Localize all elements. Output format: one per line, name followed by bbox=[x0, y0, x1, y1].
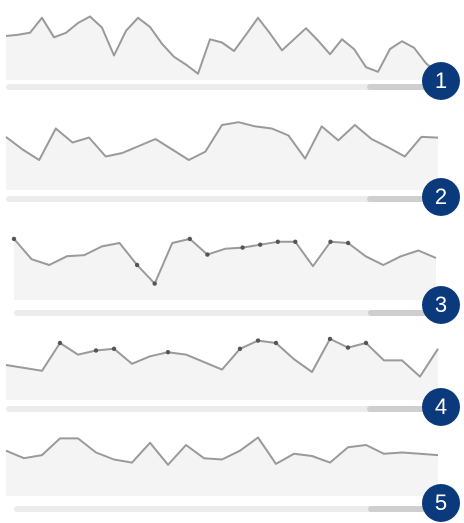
range-slider-window-3[interactable] bbox=[368, 310, 436, 316]
range-slider-track-5[interactable] bbox=[14, 506, 436, 512]
sparkline-point-marker bbox=[165, 350, 171, 355]
range-slider-track-3[interactable] bbox=[14, 310, 436, 316]
sparkline-area-2 bbox=[6, 122, 438, 190]
sparkline-point-marker bbox=[345, 345, 351, 350]
sparkline-point-marker bbox=[205, 252, 210, 257]
sparkline-point-marker bbox=[187, 236, 192, 242]
sparkline-point-marker bbox=[273, 340, 279, 346]
chart-number-badge-1: 1 bbox=[422, 62, 460, 100]
range-slider-window-4[interactable] bbox=[367, 406, 436, 412]
chart-number-badge-5: 5 bbox=[422, 484, 460, 522]
sparkline-chart-2 bbox=[5, 121, 439, 190]
chart-number-badge-2: 2 bbox=[422, 178, 460, 216]
range-slider-window-5[interactable] bbox=[368, 506, 436, 512]
sparkline-point-marker bbox=[152, 281, 157, 286]
range-slider-window-2[interactable] bbox=[367, 196, 436, 202]
sparkline-area-3 bbox=[14, 238, 436, 300]
chart-number-badge-3: 3 bbox=[422, 286, 460, 324]
sparkline-line-5 bbox=[5, 436, 439, 466]
sparkline-point-marker bbox=[11, 236, 17, 242]
sparkline-point-marker bbox=[258, 242, 263, 247]
chart-number-badge-4: 4 bbox=[422, 388, 460, 426]
sparkline-point-marker bbox=[328, 239, 333, 244]
sparkline-point-marker bbox=[255, 338, 261, 343]
range-slider-track-1[interactable] bbox=[6, 84, 436, 90]
range-slider-track-4[interactable] bbox=[6, 406, 436, 412]
sparkline-line-1 bbox=[5, 15, 439, 75]
range-slider-window-1[interactable] bbox=[367, 84, 436, 90]
sparkline-panel-1: 1 bbox=[0, 0, 464, 104]
sparkline-panel-2: 2 bbox=[0, 104, 464, 216]
sparkline-point-marker bbox=[57, 340, 63, 346]
sparkline-point-marker bbox=[93, 348, 99, 353]
sparkline-area-5 bbox=[6, 437, 438, 496]
sparkline-point-marker bbox=[240, 245, 245, 250]
sparkline-point-marker bbox=[345, 240, 351, 246]
sparkline-panel-5: 5 bbox=[0, 416, 464, 523]
sparkline-panel-4: 4 bbox=[0, 312, 464, 426]
sparkline-chart-3 bbox=[11, 236, 437, 300]
sparkline-chart-1 bbox=[5, 15, 439, 80]
sparkline-point-marker bbox=[327, 336, 333, 342]
sparkline-panel-3: 3 bbox=[0, 208, 464, 324]
sparkline-point-marker bbox=[293, 239, 298, 244]
sparkline-line-3 bbox=[13, 237, 437, 285]
sparkline-chart-4 bbox=[5, 336, 439, 400]
sparkline-chart-5 bbox=[5, 436, 439, 496]
sparkline-area-1 bbox=[6, 16, 438, 80]
range-slider-track-2[interactable] bbox=[6, 196, 436, 202]
sparkline-point-marker bbox=[237, 346, 243, 351]
sparkline-line-2 bbox=[5, 121, 439, 161]
sparkline-point-marker bbox=[275, 239, 280, 244]
sparkline-point-marker bbox=[134, 262, 140, 268]
sparkline-area-4 bbox=[6, 338, 438, 400]
sparkline-point-marker bbox=[111, 346, 117, 351]
sparkline-point-marker bbox=[363, 340, 369, 346]
